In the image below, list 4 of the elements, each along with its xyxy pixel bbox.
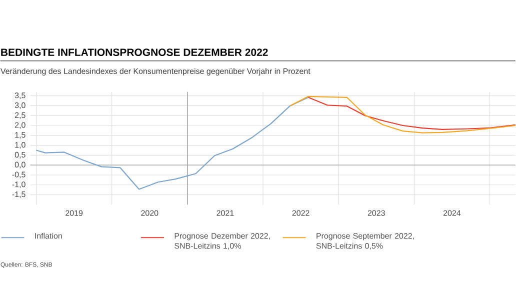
chart-title: BEDINGTE INFLATIONSPROGNOSE DEZEMBER 2022 [1,48,268,56]
line-series [36,97,309,190]
line-series [290,96,516,134]
line-series [308,97,516,130]
